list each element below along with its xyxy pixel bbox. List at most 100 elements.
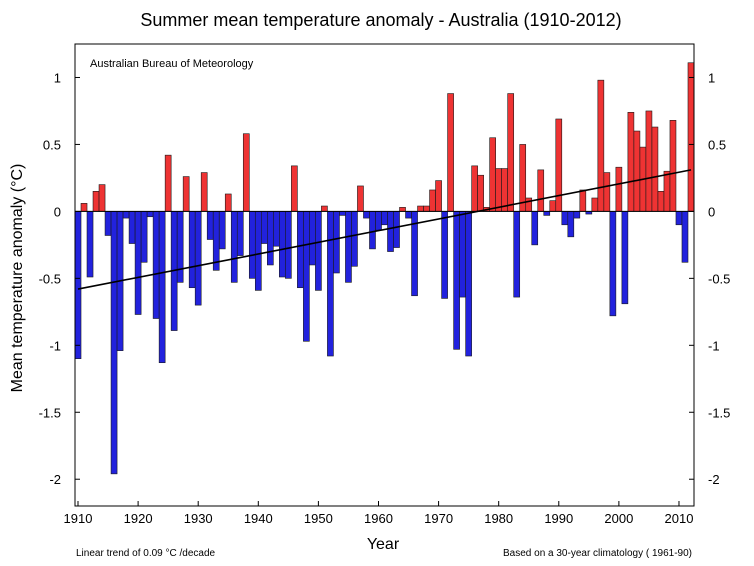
bar-1941 xyxy=(260,211,268,244)
bar-1924 xyxy=(158,211,166,364)
y-tick-label-right: -1 xyxy=(708,338,720,353)
bar-1982 xyxy=(507,93,515,212)
bar-1951 xyxy=(321,205,328,212)
bar-1948 xyxy=(303,211,310,342)
bar-1952 xyxy=(327,211,334,357)
climatology-footnote: Based on a 30-year climatology ( 1961-90… xyxy=(503,548,692,559)
bar-1984 xyxy=(519,144,527,212)
bar-1930 xyxy=(194,211,202,306)
bar-1962 xyxy=(387,211,394,252)
x-tick-label: 1980 xyxy=(484,511,513,526)
bar-1977 xyxy=(477,174,484,212)
bar-1932 xyxy=(206,211,214,240)
y-tick-label-right: -2 xyxy=(708,472,720,487)
bar-1929 xyxy=(188,211,196,289)
bar-1992 xyxy=(567,211,575,238)
bar-1973 xyxy=(453,211,460,350)
bar-2001 xyxy=(621,211,629,305)
bar-1923 xyxy=(152,211,160,319)
bar-1997 xyxy=(597,79,605,212)
bar-1914 xyxy=(98,184,106,212)
x-tick-label: 2010 xyxy=(665,511,694,526)
bar-1928 xyxy=(182,176,190,212)
bar-1927 xyxy=(176,211,184,283)
x-tick-label: 1940 xyxy=(244,511,273,526)
bar-1994 xyxy=(579,189,587,212)
bar-1918 xyxy=(122,211,130,219)
bar-1935 xyxy=(224,193,232,212)
bar-1912 xyxy=(86,211,94,278)
bar-1986 xyxy=(531,211,539,246)
bar-1961 xyxy=(381,211,388,226)
bar-1946 xyxy=(291,165,298,212)
bar-1991 xyxy=(561,211,569,226)
bar-1980 xyxy=(495,168,502,212)
bar-1910 xyxy=(74,211,82,359)
y-tick-label-left: 0.5 xyxy=(43,137,61,152)
trend-footnote: Linear trend of 0.09 °C /decade xyxy=(76,548,216,559)
bar-1937 xyxy=(236,211,244,256)
bar-2005 xyxy=(645,110,653,212)
x-tick-label: 1960 xyxy=(364,511,393,526)
y-tick-label-right: -1.5 xyxy=(708,405,730,420)
bar-1945 xyxy=(285,211,292,279)
bar-1954 xyxy=(339,211,346,216)
bar-1998 xyxy=(603,172,611,212)
bar-1989 xyxy=(549,200,557,212)
bar-1976 xyxy=(471,165,478,212)
bar-1922 xyxy=(146,211,154,218)
x-tick-label: 1970 xyxy=(424,511,453,526)
bar-1960 xyxy=(375,211,382,231)
bar-1970 xyxy=(435,180,442,212)
bar-1964 xyxy=(399,207,406,212)
bar-1972 xyxy=(447,93,454,212)
bar-1938 xyxy=(242,133,250,212)
bar-1934 xyxy=(218,211,226,250)
y-tick-label-right: 1 xyxy=(708,70,715,85)
bar-2000 xyxy=(615,166,623,212)
chart-title: Summer mean temperature anomaly - Austra… xyxy=(140,10,621,30)
bar-1955 xyxy=(345,211,352,283)
y-tick-label-left: -2 xyxy=(49,472,61,487)
bar-1915 xyxy=(104,211,112,236)
bar-1979 xyxy=(489,137,496,212)
x-tick-label: 1990 xyxy=(544,511,573,526)
bar-2011 xyxy=(681,211,689,263)
bar-1947 xyxy=(297,211,304,289)
bar-2010 xyxy=(675,211,683,226)
x-axis-label: Year xyxy=(367,536,400,553)
bar-1967 xyxy=(417,205,424,212)
bar-2008 xyxy=(663,170,671,212)
bar-1956 xyxy=(351,211,358,267)
bar-1985 xyxy=(525,197,533,212)
source-credit: Australian Bureau of Meteorology xyxy=(90,58,254,70)
bar-1925 xyxy=(164,154,172,212)
bar-1975 xyxy=(465,211,472,357)
bar-1988 xyxy=(543,211,551,216)
bar-1944 xyxy=(279,211,286,278)
bar-1999 xyxy=(609,211,617,317)
bar-1996 xyxy=(591,197,599,212)
x-tick-label: 1910 xyxy=(64,511,93,526)
bar-1968 xyxy=(423,205,430,212)
bar-1990 xyxy=(555,118,563,212)
bar-1942 xyxy=(267,211,274,266)
bar-1969 xyxy=(429,189,436,212)
bar-1916 xyxy=(110,211,118,475)
bar-1987 xyxy=(537,169,545,212)
bar-2009 xyxy=(669,120,677,212)
bar-1931 xyxy=(200,172,208,212)
bar-1921 xyxy=(140,211,148,263)
bar-1949 xyxy=(309,211,316,266)
y-tick-label-left: 1 xyxy=(54,70,61,85)
ticks-group: 1 1 0.5 0.5 0 0 -0.5 -0.5 -1 -1 -1.5 -1.5 -2 -2 1910 19… xyxy=(39,70,731,526)
y-tick-label-right: -0.5 xyxy=(708,271,730,286)
bar-1959 xyxy=(369,211,376,250)
bar-2002 xyxy=(627,112,635,212)
bar-1971 xyxy=(441,211,448,299)
y-tick-label-left: -1.5 xyxy=(39,405,61,420)
y-tick-label-left: -1 xyxy=(49,338,61,353)
plot-frame xyxy=(74,43,695,507)
bar-1958 xyxy=(363,211,370,219)
